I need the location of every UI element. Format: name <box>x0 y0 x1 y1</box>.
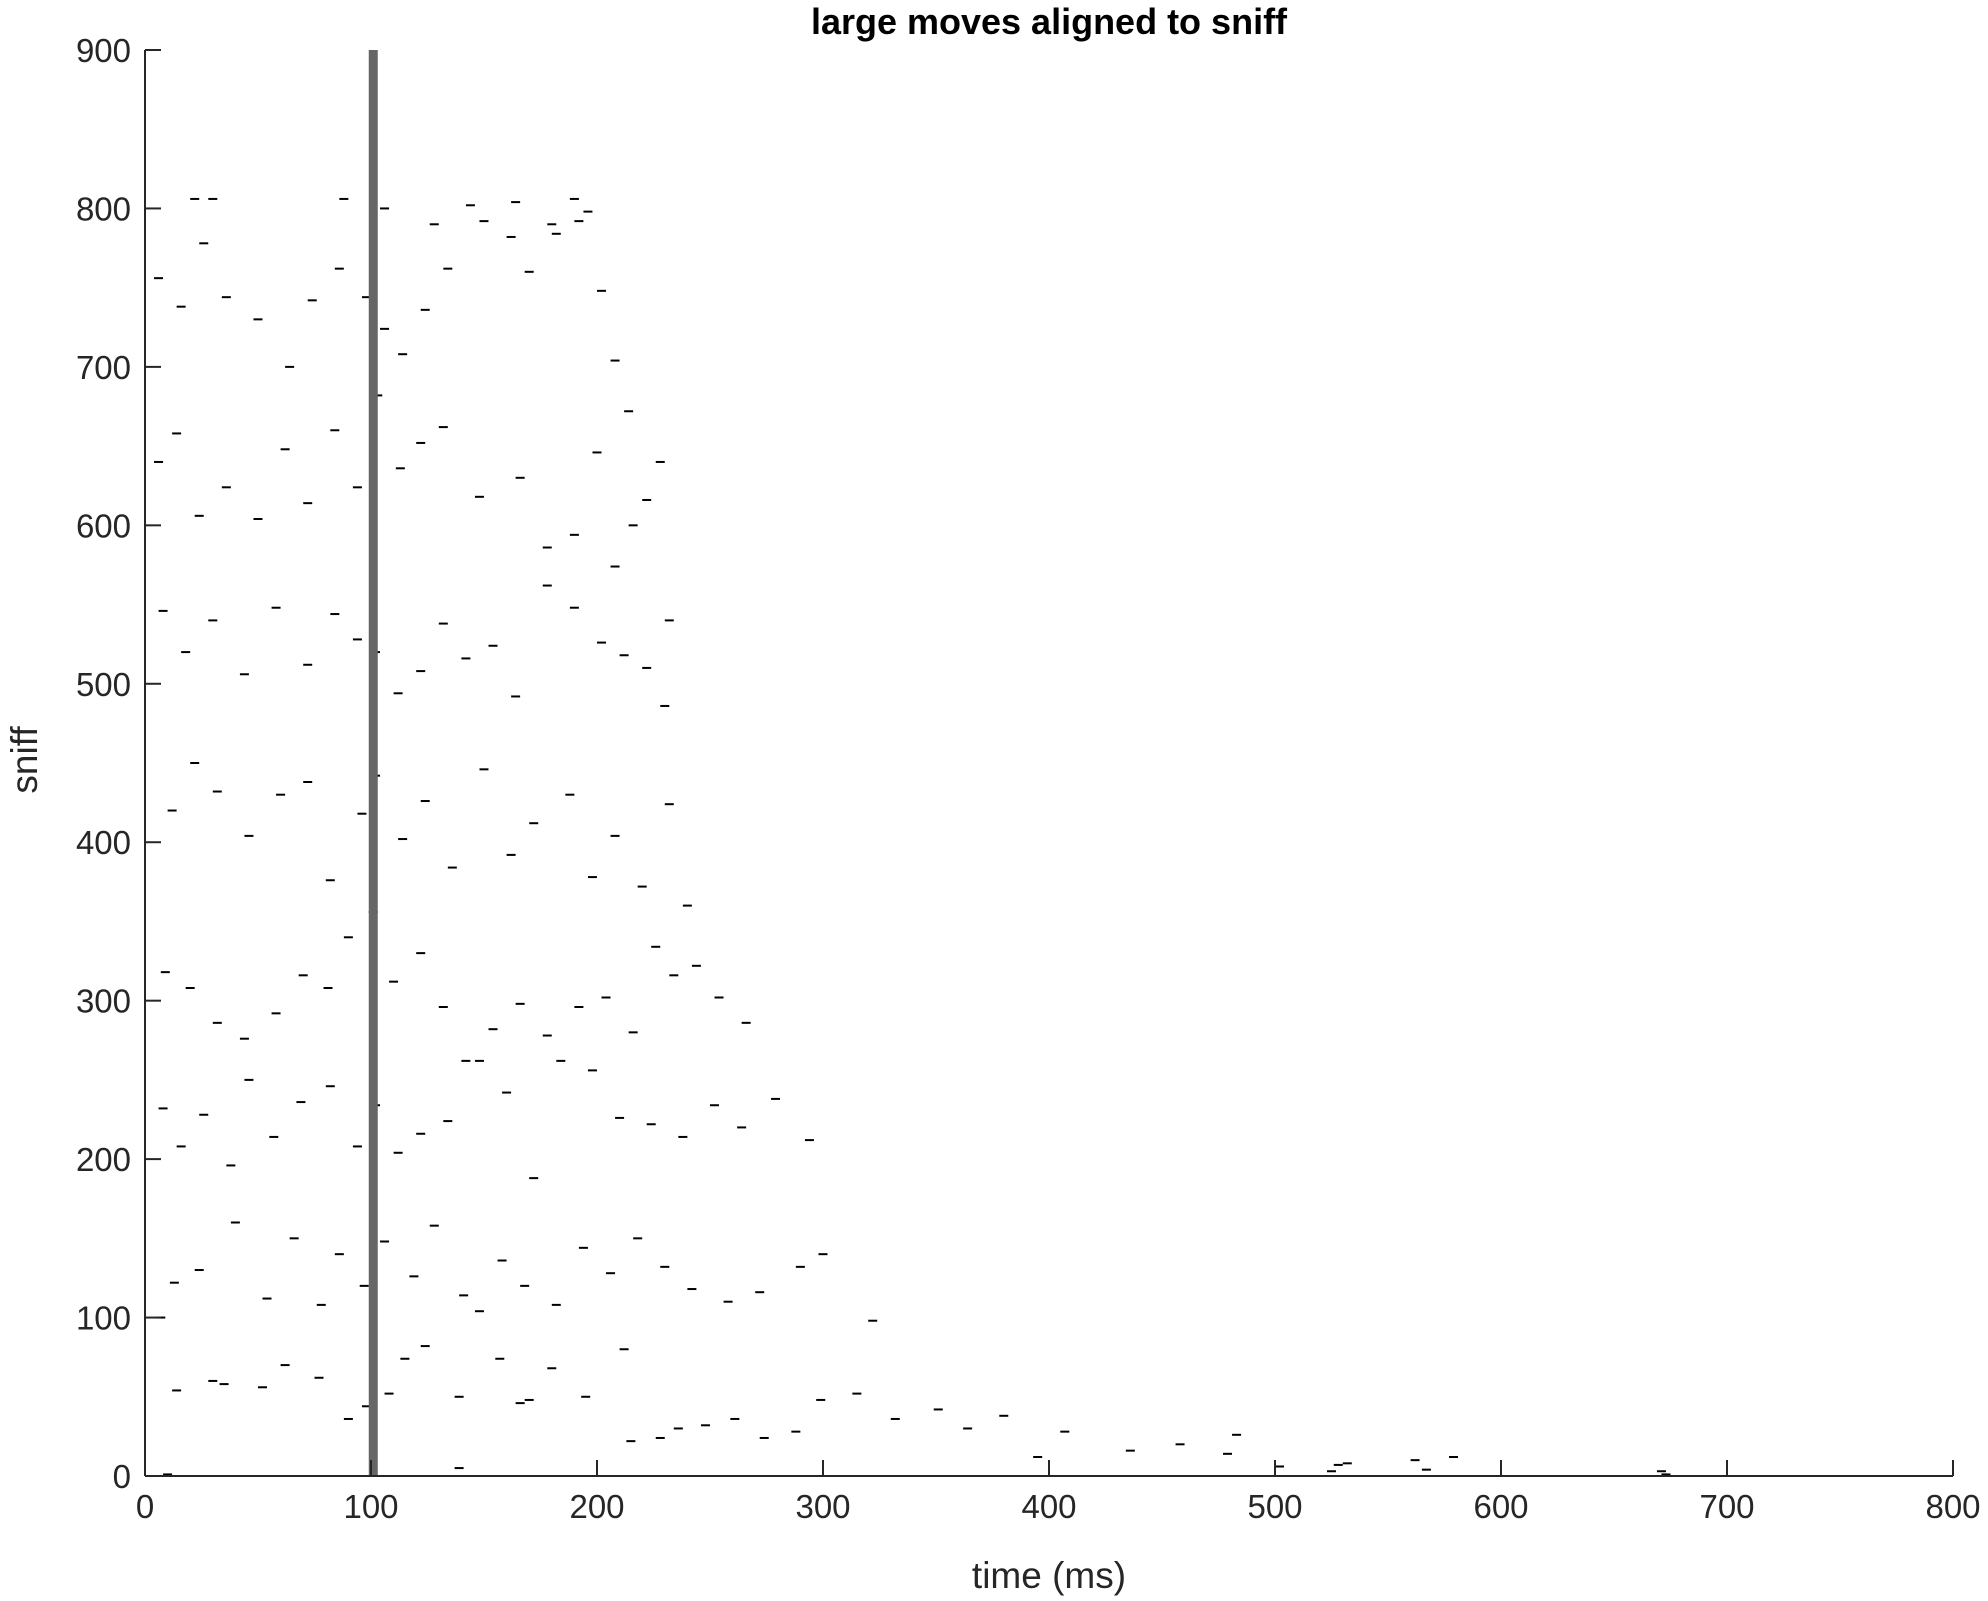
y-tick-label: 500 <box>76 666 131 703</box>
x-tick-label: 600 <box>1473 1488 1528 1525</box>
y-tick-label: 600 <box>76 507 131 544</box>
x-tick-label: 0 <box>136 1488 154 1525</box>
x-tick-label: 200 <box>569 1488 624 1525</box>
y-axis-label: sniff <box>4 726 45 794</box>
x-tick-label: 400 <box>1021 1488 1076 1525</box>
x-axis-label: time (ms) <box>972 1555 1126 1596</box>
y-tick-label: 200 <box>76 1141 131 1178</box>
y-tick-label: 300 <box>76 983 131 1020</box>
x-tick-label: 800 <box>1925 1488 1980 1525</box>
x-tick-label: 100 <box>343 1488 398 1525</box>
x-tick-label: 300 <box>795 1488 850 1525</box>
y-tick-label: 900 <box>76 32 131 69</box>
y-tick-label: 100 <box>76 1300 131 1337</box>
axes: 0 100 200 300 400 500 600 700 800 0 100 200 300 400 50… <box>76 32 1981 1525</box>
y-tick-label: 700 <box>76 349 131 386</box>
y-tick-label: 800 <box>76 190 131 227</box>
chart-title: large moves aligned to sniff <box>811 1 1288 42</box>
y-tick-label: 400 <box>76 824 131 861</box>
x-tick-label: 700 <box>1699 1488 1754 1525</box>
x-tick-label: 500 <box>1247 1488 1302 1525</box>
y-tick-label: 0 <box>113 1458 131 1495</box>
event-marks <box>154 197 1671 1476</box>
